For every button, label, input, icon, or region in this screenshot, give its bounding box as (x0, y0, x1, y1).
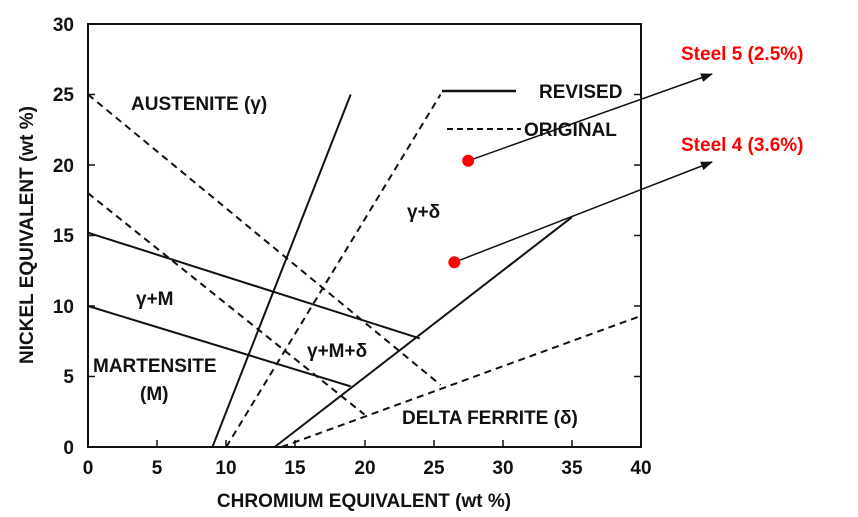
x-ticks (87, 440, 642, 447)
x-axis-title: CHROMIUM EQUIVALENT (wt %) (217, 491, 511, 512)
x-tick-labels: 0 5 10 15 20 25 30 35 40 (83, 458, 652, 479)
region-label-gamma-m-delta: γ+M+δ (307, 341, 367, 362)
original-boundary-line-1 (225, 93, 442, 448)
steel-4-label: Steel 4 (3.6%) (681, 135, 804, 156)
region-label-gamma-delta: γ+δ (407, 202, 440, 223)
region-label-martensite: MARTENSITE (93, 356, 217, 377)
steel-4-marker (448, 256, 461, 269)
original-boundary-line-2 (281, 314, 642, 448)
steel-4-arrow (454, 161, 713, 263)
x-tick-label: 10 (215, 458, 236, 479)
revised-boundary-line-3 (87, 231, 421, 340)
y-tick-labels: 0 5 10 15 20 25 30 (53, 15, 75, 459)
steel-5-arrow (467, 73, 713, 162)
x-tick-label: 20 (354, 458, 375, 479)
x-tick-label: 0 (83, 458, 94, 479)
x-tick-label: 25 (423, 458, 445, 479)
y-tick-label: 0 (63, 438, 74, 459)
revised-boundary-line-1 (211, 94, 352, 448)
legend-revised-label: REVISED (539, 82, 622, 103)
y-tick-label: 25 (53, 85, 75, 106)
original-boundary-line-3 (87, 93, 442, 386)
y-tick-label: 10 (53, 297, 74, 318)
legend-original-label: ORIGINAL (524, 120, 617, 141)
region-label-gamma-m: γ+M (136, 289, 174, 310)
revised-boundaries (87, 94, 573, 448)
x-tick-label: 15 (284, 458, 306, 479)
steel-5-label: Steel 5 (2.5%) (681, 44, 804, 65)
x-tick-label: 40 (630, 458, 651, 479)
y-axis-title: NICKEL EQUIVALENT (wt %) (17, 106, 38, 364)
revised-boundary-line-2 (274, 216, 573, 448)
y-tick-label: 20 (53, 156, 74, 177)
original-boundary-line-4 (87, 192, 366, 416)
y-tick-label: 15 (53, 226, 75, 247)
y-tick-label: 5 (63, 367, 74, 388)
region-label-martensite-symbol: (M) (140, 384, 168, 405)
region-label-delta-ferrite: DELTA FERRITE (δ) (402, 408, 578, 429)
x-tick-label: 5 (152, 458, 163, 479)
revised-boundary-line-4 (87, 305, 351, 388)
y-tick-label: 30 (53, 15, 74, 36)
x-tick-label: 35 (561, 458, 583, 479)
original-boundaries (87, 93, 642, 448)
x-tick-label: 30 (492, 458, 513, 479)
steel-5-marker (462, 154, 475, 167)
region-label-austenite: AUSTENITE (γ) (131, 94, 267, 115)
